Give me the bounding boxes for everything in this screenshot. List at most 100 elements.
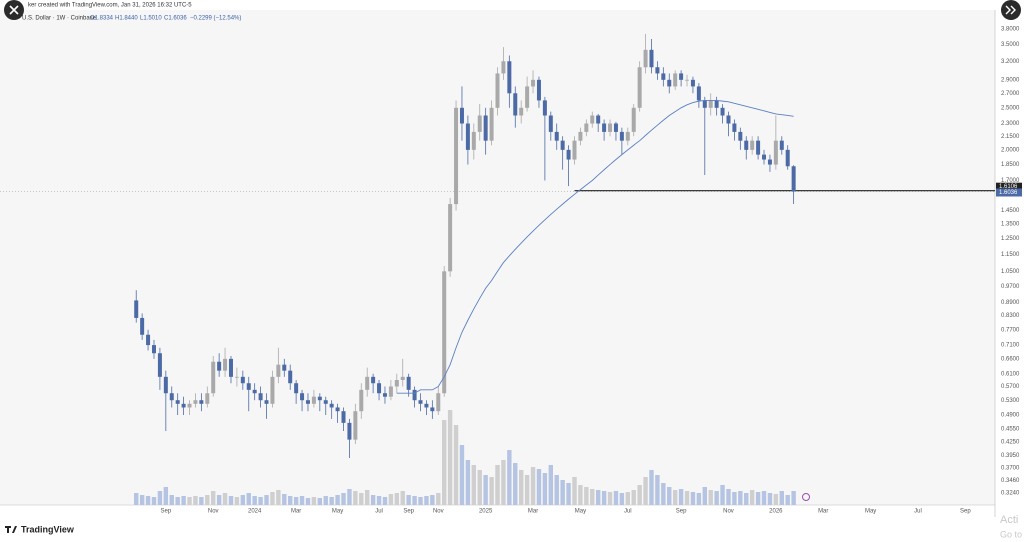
volume-bar <box>690 492 696 505</box>
volume-bar <box>554 475 559 505</box>
volume-bar <box>631 490 636 505</box>
x-tick-label: Sep <box>403 509 414 515</box>
volume-bar <box>193 496 198 505</box>
candle-body <box>140 317 145 335</box>
candle-body <box>353 411 358 440</box>
candle-body <box>584 123 589 132</box>
candle-body <box>756 140 761 155</box>
candle-body <box>519 107 524 116</box>
volume-bar <box>447 410 453 505</box>
volume-bar <box>459 445 465 505</box>
volume-bar <box>270 492 275 505</box>
candle-body <box>400 376 405 380</box>
y-tick-label: 0.6100 <box>1001 371 1020 377</box>
candle-body <box>459 107 464 124</box>
volume-bar <box>590 489 595 505</box>
candle-body <box>276 364 281 377</box>
creator-note: ker created with TradingView.com, Jan 31… <box>28 3 192 9</box>
y-tick-label: 0.4250 <box>1001 439 1020 445</box>
volume-bar <box>299 496 305 505</box>
volume-bar <box>513 463 518 505</box>
y-tick-label: 0.7100 <box>1001 343 1020 349</box>
x-tick-label: Sep <box>676 509 687 515</box>
candle-body <box>359 389 364 412</box>
volume-bar <box>643 477 648 505</box>
volume-bar <box>761 491 767 505</box>
candle-body <box>311 396 316 404</box>
volume-bar <box>222 493 228 505</box>
candle-body <box>708 100 713 108</box>
volume-bar <box>382 497 388 505</box>
y-tick-label: 1.4500 <box>1001 208 1020 214</box>
volume-bar <box>661 483 666 505</box>
ohlc-high: H1.8440 <box>115 16 138 22</box>
y-tick-label: 1.7000 <box>1001 178 1020 184</box>
candle-body <box>252 389 257 394</box>
watermark: Acti <box>1000 514 1018 526</box>
candle-body <box>394 379 399 387</box>
volume-bar <box>211 491 216 505</box>
close-button[interactable] <box>4 0 24 20</box>
x-tick-label: Mar <box>291 509 301 515</box>
candle-body <box>288 370 293 384</box>
volume-bar <box>702 487 707 505</box>
volume-bar <box>264 495 269 505</box>
volume-bar <box>595 490 601 505</box>
volume-bar <box>483 475 488 505</box>
volume-bar <box>240 495 246 505</box>
volume-bar <box>151 497 157 505</box>
volume-bar <box>341 493 346 505</box>
candle-body <box>667 79 672 87</box>
volume-bar <box>530 467 536 505</box>
y-tick-label: 3.2000 <box>1001 59 1020 65</box>
candle-body <box>525 86 530 108</box>
volume-bar <box>329 497 334 505</box>
candle-body <box>483 115 488 141</box>
candle-body <box>631 107 636 132</box>
x-tick-label: Sep <box>960 509 971 515</box>
x-tick-label: Jul <box>624 509 632 515</box>
volume-bar <box>353 491 358 505</box>
volume-bar <box>672 490 678 505</box>
watermark: Go to <box>1000 529 1022 539</box>
y-tick-label: 3.5000 <box>1001 42 1020 48</box>
candle-body <box>762 154 767 160</box>
candle-body <box>732 123 737 132</box>
last-price-label: 1.6036 <box>999 190 1018 196</box>
volume-bar <box>637 485 642 505</box>
candle-body <box>554 131 559 141</box>
x-tick-label: Sep <box>160 509 171 515</box>
candle-body <box>217 361 222 371</box>
volume-bar <box>436 493 441 505</box>
x-tick-label: Mar <box>528 509 538 515</box>
y-tick-label: 2.7000 <box>1001 91 1020 97</box>
volume-bar <box>412 496 417 505</box>
candle-body <box>679 73 684 80</box>
volume-bar <box>418 497 423 505</box>
candle-body <box>240 376 245 384</box>
event-icon[interactable] <box>802 493 810 501</box>
volume-bar <box>163 487 169 505</box>
candle-body <box>341 411 346 423</box>
candle-body <box>442 271 447 394</box>
y-tick-label: 2.1500 <box>1001 134 1020 140</box>
volume-bar <box>518 470 524 505</box>
y-tick-label: 1.0500 <box>1001 269 1020 275</box>
x-tick-label: May <box>575 509 586 515</box>
volume-bar <box>726 489 731 505</box>
volume-bar <box>560 480 565 505</box>
candle-body <box>193 400 198 404</box>
candle-body <box>317 396 322 401</box>
volume-bar <box>767 493 773 505</box>
candle-body <box>738 131 743 141</box>
candle-body <box>744 140 749 150</box>
volume-bar <box>252 496 257 505</box>
candle-body <box>448 204 453 272</box>
y-tick-label: 0.8300 <box>1001 313 1020 319</box>
volume-bar <box>572 477 577 505</box>
expand-button[interactable] <box>1001 0 1021 20</box>
volume-bar <box>714 491 719 505</box>
candle-body <box>377 383 382 394</box>
candle-body <box>223 358 228 371</box>
y-tick-label: 0.7700 <box>1001 327 1020 333</box>
